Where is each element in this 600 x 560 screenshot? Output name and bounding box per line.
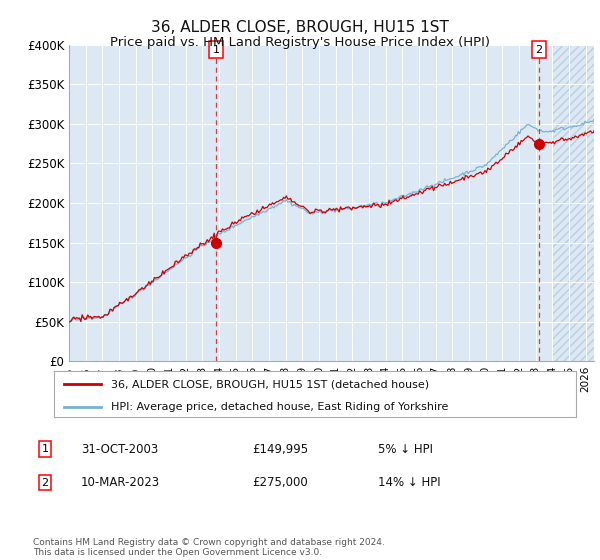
Text: 10-MAR-2023: 10-MAR-2023: [81, 476, 160, 489]
Text: 36, ALDER CLOSE, BROUGH, HU15 1ST: 36, ALDER CLOSE, BROUGH, HU15 1ST: [151, 20, 449, 35]
Text: 36, ALDER CLOSE, BROUGH, HU15 1ST (detached house): 36, ALDER CLOSE, BROUGH, HU15 1ST (detac…: [112, 379, 430, 389]
Text: 31-OCT-2003: 31-OCT-2003: [81, 442, 158, 456]
Text: Contains HM Land Registry data © Crown copyright and database right 2024.
This d: Contains HM Land Registry data © Crown c…: [33, 538, 385, 557]
Bar: [553, 45, 594, 361]
Text: 1: 1: [212, 45, 220, 55]
Text: 14% ↓ HPI: 14% ↓ HPI: [378, 476, 440, 489]
Text: 1: 1: [41, 444, 49, 454]
Text: 2: 2: [41, 478, 49, 488]
Text: £149,995: £149,995: [252, 442, 308, 456]
Text: HPI: Average price, detached house, East Riding of Yorkshire: HPI: Average price, detached house, East…: [112, 402, 449, 412]
Text: 5% ↓ HPI: 5% ↓ HPI: [378, 442, 433, 456]
Text: Price paid vs. HM Land Registry's House Price Index (HPI): Price paid vs. HM Land Registry's House …: [110, 36, 490, 49]
Text: £275,000: £275,000: [252, 476, 308, 489]
Text: 2: 2: [535, 45, 542, 55]
